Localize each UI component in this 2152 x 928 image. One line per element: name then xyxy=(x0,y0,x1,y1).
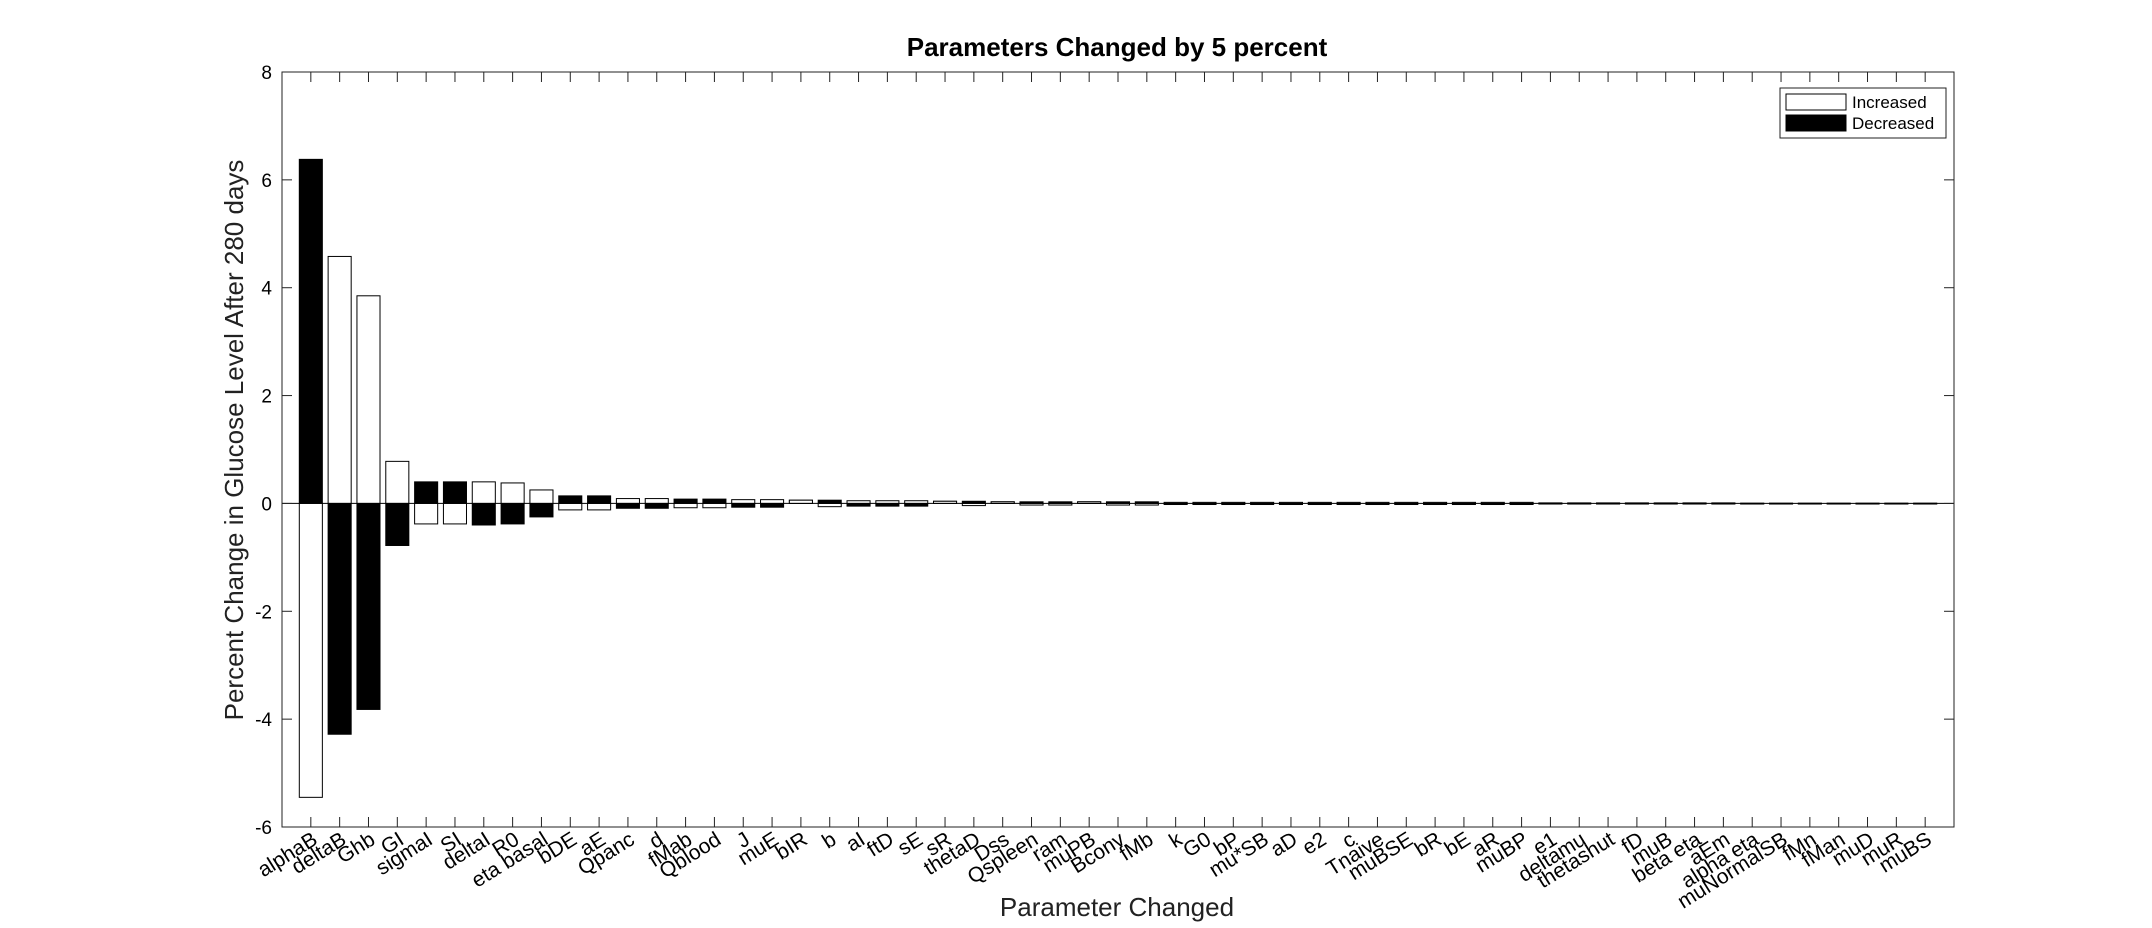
y-tick-label: 0 xyxy=(261,494,272,515)
y-tick-label: -6 xyxy=(255,818,272,839)
bar-decreased-fMab xyxy=(673,498,698,504)
bar-decreased-eta-basal xyxy=(529,502,554,518)
bar-decreased-deltaB xyxy=(327,502,352,735)
bar-increased-GI xyxy=(385,460,410,504)
bar-increased-SI xyxy=(442,502,467,525)
x-axis-label: Parameter Changed xyxy=(1000,892,1234,922)
chart-title: Parameters Changed by 5 percent xyxy=(907,32,1328,62)
y-tick-label: -2 xyxy=(255,602,272,623)
legend-label-decreased: Decreased xyxy=(1852,114,1934,133)
bar-increased-sigmaI xyxy=(414,502,439,525)
bar-increased-deltaB xyxy=(327,255,352,504)
bar-decreased-SI xyxy=(442,481,467,504)
y-axis-label: Percent Change in Glucose Level After 28… xyxy=(219,160,249,721)
bar-increased-J xyxy=(731,499,756,504)
bar-decreased-alphaB xyxy=(298,158,323,504)
legend-label-increased: Increased xyxy=(1852,93,1927,112)
legend-swatch-increased xyxy=(1785,93,1847,111)
bar-decreased-sigmaI xyxy=(414,481,439,504)
bar-increased-bDE xyxy=(558,502,583,511)
y-tick-label: 8 xyxy=(261,63,272,84)
bar-increased-fMab xyxy=(673,502,698,509)
legend-swatch-decreased xyxy=(1785,114,1847,132)
bar-decreased-Ghb xyxy=(356,502,381,710)
bar-increased-alphaB xyxy=(298,502,323,798)
bar-decreased-J xyxy=(731,502,756,508)
bar-decreased-d xyxy=(644,502,669,509)
bar-increased-eta-basal xyxy=(529,489,554,504)
y-tick-label: 6 xyxy=(261,171,272,192)
bar-increased-deltaI xyxy=(471,481,496,504)
bar-decreased-Qblood xyxy=(702,498,727,504)
bar-decreased-aE xyxy=(587,495,612,504)
bar-increased-muE xyxy=(760,499,785,504)
y-tick-label: -4 xyxy=(255,710,272,731)
bar-increased-Qpanc xyxy=(615,498,640,504)
bar-increased-d xyxy=(644,498,669,504)
bar-increased-Ghb xyxy=(356,295,381,504)
y-tick-label: 4 xyxy=(261,279,272,300)
bar-decreased-R0 xyxy=(500,502,525,525)
bar-increased-Qblood xyxy=(702,502,727,509)
bar-decreased-bDE xyxy=(558,495,583,504)
bar-increased-R0 xyxy=(500,482,525,504)
bar-decreased-Qpanc xyxy=(615,502,640,509)
bar-decreased-deltaI xyxy=(471,502,496,526)
bar-decreased-muE xyxy=(760,502,785,508)
y-tick-label: 2 xyxy=(261,387,272,408)
bar-increased-aE xyxy=(587,502,612,511)
bar-decreased-GI xyxy=(385,502,410,546)
legend: Increased Decreased xyxy=(1779,87,1947,139)
